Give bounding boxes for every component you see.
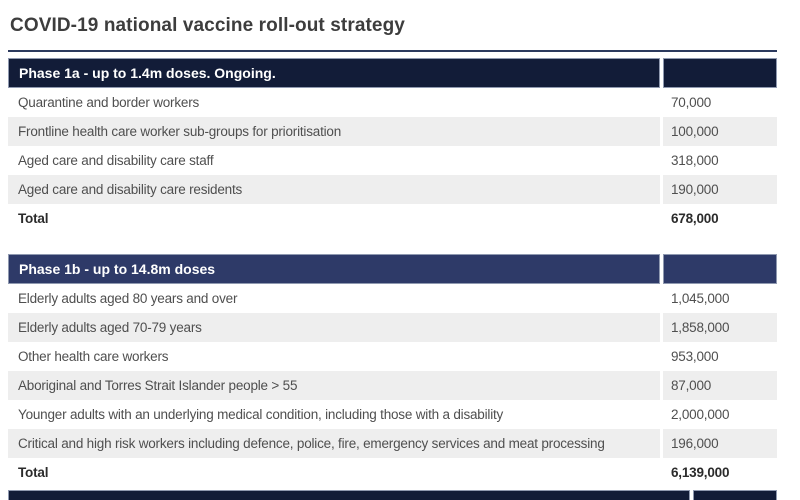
table-row: Aged care and disability care staff 318,0… xyxy=(8,146,777,175)
table-row: Younger adults with an underlying medica… xyxy=(8,400,777,429)
row-label: Aboriginal and Torres Strait Islander pe… xyxy=(8,371,660,400)
row-label: Frontline health care worker sub-groups … xyxy=(8,117,660,146)
row-value: 70,000 xyxy=(671,95,712,110)
table-row: Aged care and disability care residents 1… xyxy=(8,175,777,204)
phase-table: Phase 1b - up to 14.8m doses Elderly adul… xyxy=(8,254,777,487)
next-phase-header-value-cell xyxy=(693,490,777,500)
page-title: COVID-19 national vaccine roll-out strat… xyxy=(10,15,405,36)
vaccine-rollout-tables: Phase 1a - up to 1.4m doses. Ongoing. Qua… xyxy=(8,58,777,487)
next-phase-header-cutoff xyxy=(8,490,777,500)
row-label: Aged care and disability care residents xyxy=(8,175,660,204)
table-row: Elderly adults aged 70-79 years 1,858,000 xyxy=(8,313,777,342)
phase-header-value-spacer xyxy=(663,254,777,284)
total-value: 6,139,000 xyxy=(671,465,730,480)
row-value: 1,045,000 xyxy=(671,291,730,306)
row-label: Aged care and disability care staff xyxy=(18,153,214,168)
phase-table: Phase 1a - up to 1.4m doses. Ongoing. Qua… xyxy=(8,58,777,233)
row-value: 953,000 xyxy=(671,349,719,364)
row-label: Quarantine and border workers xyxy=(18,95,200,110)
next-phase-header-label-cell xyxy=(8,490,690,500)
total-label: Total xyxy=(18,465,49,480)
row-label: Other health care workers xyxy=(18,349,169,364)
total-row: Total 6,139,000 xyxy=(8,458,777,487)
row-value: 87,000 xyxy=(663,371,777,400)
phase-header-label: Phase 1a - up to 1.4m doses. Ongoing. xyxy=(8,58,660,88)
row-label: Younger adults with an underlying medica… xyxy=(18,407,504,422)
total-row: Total 678,000 xyxy=(8,204,777,233)
row-value: 196,000 xyxy=(663,429,777,458)
row-label: Elderly adults aged 70-79 years xyxy=(8,313,660,342)
phase-header-row: Phase 1b - up to 14.8m doses xyxy=(8,254,777,284)
table-row: Other health care workers 953,000 xyxy=(8,342,777,371)
table-row: Elderly adults aged 80 years and over 1,0… xyxy=(8,284,777,313)
total-label: Total xyxy=(18,211,49,226)
phase-header-value-spacer xyxy=(663,58,777,88)
table-row: Frontline health care worker sub-groups … xyxy=(8,117,777,146)
title-divider xyxy=(8,50,777,52)
row-label: Critical and high risk workers including… xyxy=(8,429,660,458)
row-value: 190,000 xyxy=(663,175,777,204)
row-value: 318,000 xyxy=(671,153,719,168)
table-row: Aboriginal and Torres Strait Islander pe… xyxy=(8,371,777,400)
total-value: 678,000 xyxy=(671,211,719,226)
table-row: Critical and high risk workers including… xyxy=(8,429,777,458)
phase-header-row: Phase 1a - up to 1.4m doses. Ongoing. xyxy=(8,58,777,88)
row-value: 1,858,000 xyxy=(663,313,777,342)
row-value: 2,000,000 xyxy=(671,407,730,422)
row-label: Elderly adults aged 80 years and over xyxy=(18,291,238,306)
row-value: 100,000 xyxy=(663,117,777,146)
phase-header-label: Phase 1b - up to 14.8m doses xyxy=(8,254,660,284)
table-row: Quarantine and border workers 70,000 xyxy=(8,88,777,117)
